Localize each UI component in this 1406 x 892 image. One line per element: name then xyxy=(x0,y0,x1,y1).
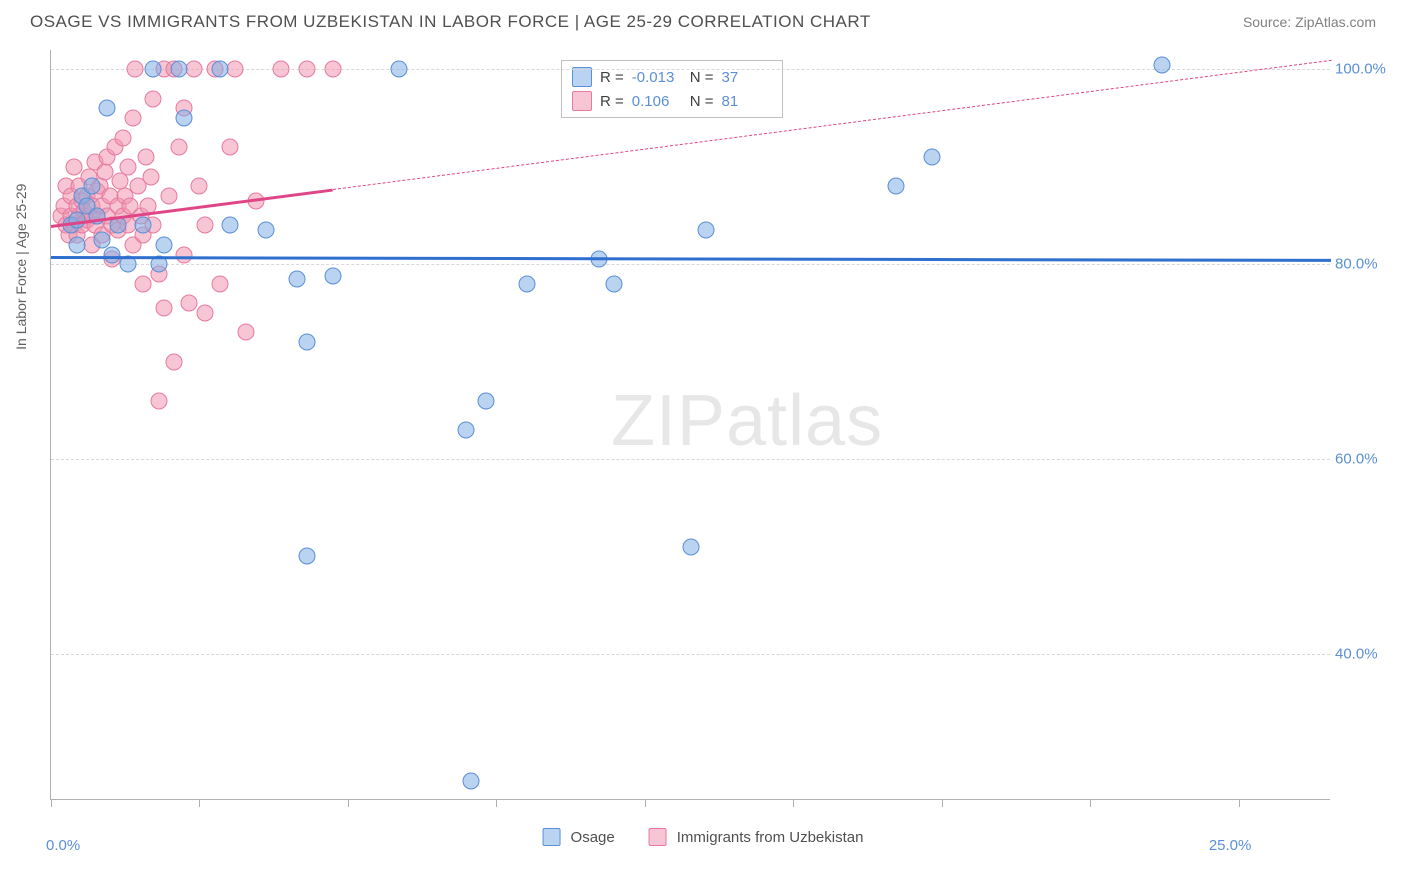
uzbek-point xyxy=(160,188,177,205)
x-tick xyxy=(793,799,794,807)
uzbek-point xyxy=(127,61,144,78)
osage-trend-solid xyxy=(51,256,1331,262)
x-tick xyxy=(1239,799,1240,807)
gridline xyxy=(51,654,1330,655)
r-label: R = xyxy=(600,69,624,86)
osage-point xyxy=(145,61,162,78)
x-tick xyxy=(942,799,943,807)
osage-point xyxy=(288,270,305,287)
chart-title: OSAGE VS IMMIGRANTS FROM UZBEKISTAN IN L… xyxy=(30,12,871,32)
chart-source: Source: ZipAtlas.com xyxy=(1243,14,1376,30)
uzbek-point xyxy=(237,324,254,341)
osage-point xyxy=(83,178,100,195)
uzbek-point xyxy=(119,158,136,175)
x-tick-label: 0.0% xyxy=(46,837,80,854)
uzbek-trend-dashed xyxy=(333,60,1332,190)
osage-point xyxy=(299,334,316,351)
osage-point xyxy=(222,217,239,234)
uzbek-point xyxy=(165,353,182,370)
uzbek-point xyxy=(137,149,154,166)
osage-point xyxy=(923,149,940,166)
legend-label-uzbek: Immigrants from Uzbekistan xyxy=(677,829,864,846)
osage-point xyxy=(171,61,188,78)
n-label: N = xyxy=(690,93,714,110)
uzbek-point xyxy=(135,275,152,292)
uzbek-point xyxy=(145,90,162,107)
chart-header: OSAGE VS IMMIGRANTS FROM UZBEKISTAN IN L… xyxy=(0,0,1406,40)
uzbek-point xyxy=(66,158,83,175)
uzbek-point xyxy=(171,139,188,156)
r-label: R = xyxy=(600,93,624,110)
uzbek-point xyxy=(124,110,141,127)
osage-point xyxy=(462,772,479,789)
uzbek-point xyxy=(176,246,193,263)
watermark-zip: ZIP xyxy=(611,381,726,461)
x-tick xyxy=(645,799,646,807)
uzbek-point xyxy=(186,61,203,78)
uzbek-point xyxy=(273,61,290,78)
uzbek-point xyxy=(227,61,244,78)
uzbek-point xyxy=(142,168,159,185)
osage-point xyxy=(68,236,85,253)
y-axis-label: In Labor Force | Age 25-29 xyxy=(13,183,29,349)
y-tick-label: 100.0% xyxy=(1335,61,1395,78)
uzbek-point xyxy=(114,129,131,146)
uzbek-swatch-icon xyxy=(649,828,667,846)
y-tick-label: 80.0% xyxy=(1335,256,1395,273)
uzbek-point xyxy=(211,275,228,292)
osage-point xyxy=(519,275,536,292)
gridline xyxy=(51,459,1330,460)
uzbek-point xyxy=(191,178,208,195)
legend-label-osage: Osage xyxy=(571,829,615,846)
osage-point xyxy=(324,267,341,284)
watermark: ZIPatlas xyxy=(611,380,883,462)
gridline xyxy=(51,264,1330,265)
uzbek-point xyxy=(196,217,213,234)
osage-point xyxy=(176,110,193,127)
osage-point xyxy=(211,61,228,78)
x-tick xyxy=(348,799,349,807)
osage-point xyxy=(606,275,623,292)
x-tick xyxy=(1090,799,1091,807)
osage-point xyxy=(887,178,904,195)
x-tick xyxy=(51,799,52,807)
watermark-atlas: atlas xyxy=(726,381,883,461)
osage-point xyxy=(457,421,474,438)
osage-point xyxy=(683,538,700,555)
n-value-uzbek: 81 xyxy=(722,93,772,110)
x-tick xyxy=(496,799,497,807)
y-tick-label: 60.0% xyxy=(1335,451,1395,468)
uzbek-swatch-icon xyxy=(572,91,592,111)
x-tick-label: 25.0% xyxy=(1209,837,1252,854)
uzbek-point xyxy=(150,392,167,409)
osage-point xyxy=(698,222,715,239)
uzbek-point xyxy=(155,300,172,317)
legend-series: Osage Immigrants from Uzbekistan xyxy=(543,828,864,846)
uzbek-point xyxy=(196,304,213,321)
x-tick xyxy=(199,799,200,807)
r-value-uzbek: 0.106 xyxy=(632,93,682,110)
osage-point xyxy=(104,246,121,263)
osage-swatch-icon xyxy=(543,828,561,846)
uzbek-point xyxy=(181,295,198,312)
uzbek-point xyxy=(324,61,341,78)
osage-point xyxy=(155,236,172,253)
osage-point xyxy=(135,217,152,234)
legend-row-uzbek: R = 0.106 N = 81 xyxy=(572,89,772,113)
scatter-chart: In Labor Force | Age 25-29 ZIPatlas R = … xyxy=(50,50,1330,800)
uzbek-point xyxy=(96,163,113,180)
osage-point xyxy=(391,61,408,78)
y-tick-label: 40.0% xyxy=(1335,645,1395,662)
n-value-osage: 37 xyxy=(722,69,772,86)
uzbek-point xyxy=(299,61,316,78)
osage-point xyxy=(1154,56,1171,73)
n-label: N = xyxy=(690,69,714,86)
r-value-osage: -0.013 xyxy=(632,69,682,86)
osage-point xyxy=(478,392,495,409)
osage-point xyxy=(258,222,275,239)
osage-point xyxy=(299,548,316,565)
uzbek-point xyxy=(222,139,239,156)
osage-point xyxy=(99,100,116,117)
